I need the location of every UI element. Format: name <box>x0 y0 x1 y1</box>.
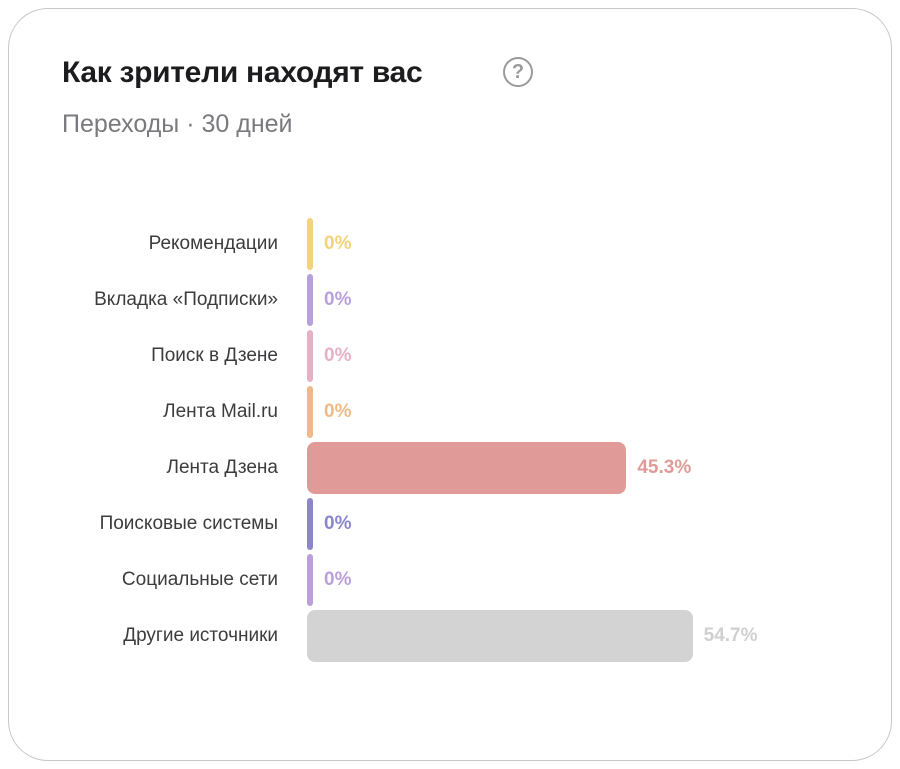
source-bar <box>307 218 313 270</box>
source-label: Поиск в Дзене <box>151 345 278 366</box>
source-row: Социальные сети 0% <box>0 554 900 606</box>
source-label: Другие источники <box>123 625 278 646</box>
source-label: Социальные сети <box>121 569 278 590</box>
source-bar <box>307 610 693 662</box>
source-row: Рекомендации 0% <box>0 218 900 270</box>
source-label: Вкладка «Подписки» <box>94 289 278 310</box>
source-value: 0% <box>324 345 352 366</box>
source-row: Вкладка «Подписки» 0% <box>0 274 900 326</box>
source-row: Лента Дзена 45.3% <box>0 442 900 494</box>
source-bar <box>307 386 313 438</box>
source-label: Рекомендации <box>148 233 278 254</box>
source-bar <box>307 498 313 550</box>
source-value: 0% <box>324 513 352 534</box>
source-label: Лента Mail.ru <box>163 401 278 422</box>
source-value: 54.7% <box>703 625 758 646</box>
source-row: Поисковые системы 0% <box>0 498 900 550</box>
source-value: 0% <box>324 289 352 310</box>
source-bar <box>307 554 313 606</box>
source-bar <box>307 442 627 494</box>
source-value: 0% <box>324 233 352 254</box>
source-label: Лента Дзена <box>166 457 279 478</box>
source-row: Лента Mail.ru 0% <box>0 386 900 438</box>
source-row: Поиск в Дзене 0% <box>0 330 900 382</box>
source-row: Другие источники 54.7% <box>0 610 900 662</box>
source-value: 0% <box>324 569 352 590</box>
source-label: Поисковые системы <box>99 513 278 534</box>
source-bar <box>307 274 313 326</box>
question-circle-icon[interactable]: ? <box>503 57 533 87</box>
source-value: 45.3% <box>637 457 692 478</box>
card-title: Как зрители находят вас <box>62 56 423 89</box>
card-subtitle: Переходы · 30 дней <box>62 110 293 138</box>
source-bar <box>307 330 313 382</box>
source-value: 0% <box>324 401 352 422</box>
